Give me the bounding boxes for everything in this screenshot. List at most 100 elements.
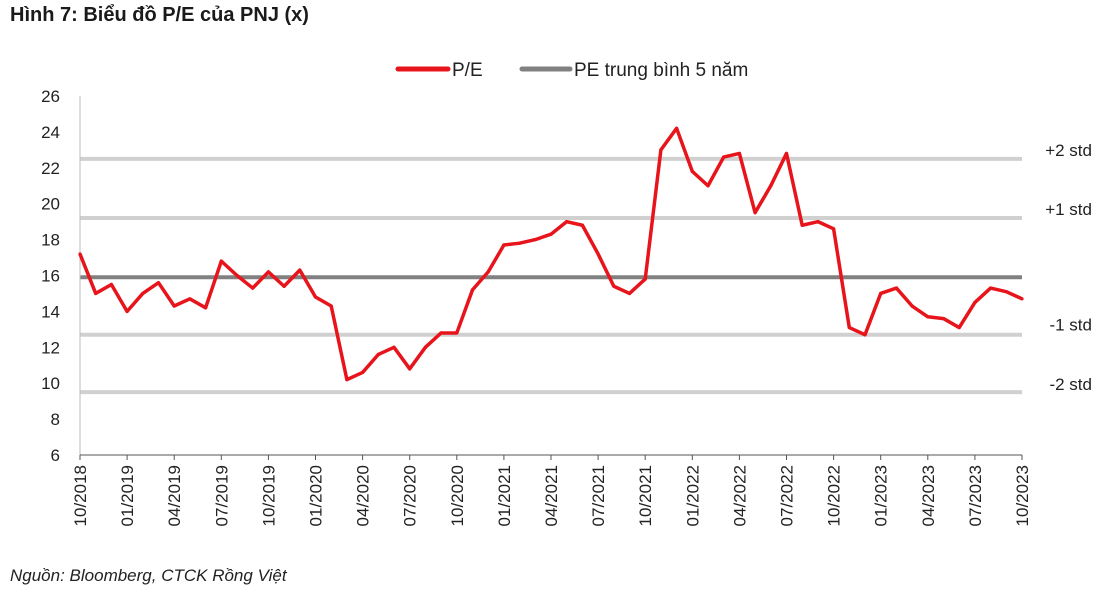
pe-data-point bbox=[408, 367, 412, 371]
x-tick-label: 07/2021 bbox=[589, 465, 608, 526]
pe-data-point bbox=[1004, 290, 1008, 294]
x-tick-label: 04/2019 bbox=[165, 465, 184, 526]
pe-data-point bbox=[549, 232, 553, 236]
x-tick-label: 07/2022 bbox=[778, 465, 797, 526]
pe-data-point bbox=[94, 291, 98, 296]
pe-data-point bbox=[784, 151, 789, 156]
pe-data-point bbox=[1020, 297, 1024, 301]
y-tick-label: 22 bbox=[41, 159, 60, 178]
x-tick-label: 01/2021 bbox=[495, 465, 514, 526]
x-tick-label: 04/2021 bbox=[542, 465, 561, 526]
pe-data-point bbox=[894, 286, 899, 290]
y-tick-label: 18 bbox=[41, 231, 60, 250]
pe-data-point bbox=[470, 288, 475, 292]
pe-data-point bbox=[109, 282, 113, 287]
y-tick-label: 6 bbox=[51, 446, 60, 465]
std-label: -1 std bbox=[1049, 316, 1092, 335]
x-tick-label: 07/2023 bbox=[966, 465, 985, 526]
pe-data-point bbox=[737, 151, 742, 156]
x-tick-label: 04/2020 bbox=[354, 465, 373, 526]
pe-data-point bbox=[392, 345, 396, 349]
x-tick-label: 10/2018 bbox=[71, 465, 90, 526]
x-tick-label: 10/2022 bbox=[825, 465, 844, 526]
x-tick-label: 07/2019 bbox=[212, 465, 231, 526]
pe-data-point bbox=[486, 270, 490, 274]
x-tick-label: 01/2019 bbox=[118, 465, 137, 526]
pe-data-point bbox=[439, 331, 443, 335]
pe-data-point bbox=[361, 370, 365, 375]
pe-data-point bbox=[298, 268, 302, 272]
pe-data-point bbox=[926, 315, 930, 319]
pe-data-point bbox=[423, 345, 427, 349]
chart-title: Hình 7: Biểu đồ P/E của PNJ (x) bbox=[10, 4, 309, 26]
y-tick-label: 20 bbox=[41, 195, 60, 214]
pe-data-point bbox=[675, 126, 679, 130]
pe-data-point bbox=[722, 155, 726, 159]
pe-data-point bbox=[172, 304, 176, 308]
pe-data-point bbox=[188, 297, 192, 301]
pe-series-line bbox=[78, 126, 1023, 382]
std-label: +2 std bbox=[1045, 141, 1092, 160]
pe-data-point bbox=[533, 238, 537, 242]
x-tick-label: 10/2023 bbox=[1013, 465, 1032, 526]
pe-data-point bbox=[769, 184, 773, 188]
x-tick-label: 04/2023 bbox=[919, 465, 938, 526]
y-tick-label: 10 bbox=[41, 374, 60, 393]
y-tick-label: 14 bbox=[41, 302, 60, 321]
pe-data-point bbox=[816, 220, 820, 224]
pe-data-point bbox=[219, 259, 223, 263]
pe-data-point bbox=[690, 169, 694, 173]
x-tick-label: 01/2023 bbox=[872, 465, 891, 526]
pe-data-point bbox=[329, 304, 333, 308]
pe-data-point bbox=[313, 295, 318, 299]
x-tick-label: 10/2021 bbox=[636, 465, 655, 526]
x-tick-label: 01/2020 bbox=[307, 465, 326, 526]
source-note: Nguồn: Bloomberg, CTCK Rồng Việt bbox=[10, 566, 287, 585]
x-tick-label: 10/2019 bbox=[259, 465, 278, 526]
pe-data-point bbox=[266, 270, 270, 274]
pe-data-point bbox=[518, 241, 522, 245]
y-tick-label: 26 bbox=[41, 87, 60, 106]
pe-data-point bbox=[941, 316, 946, 321]
pe-data-point bbox=[156, 281, 161, 285]
pe-data-point bbox=[282, 284, 286, 288]
pe-data-point bbox=[235, 273, 239, 278]
pe-data-point bbox=[251, 286, 255, 290]
pe-data-point bbox=[627, 291, 632, 296]
pe-data-point bbox=[125, 309, 129, 313]
x-tick-label: 07/2020 bbox=[401, 465, 420, 526]
pe-data-point bbox=[973, 300, 977, 305]
x-tick-label: 01/2022 bbox=[683, 465, 702, 526]
pe-data-point bbox=[455, 331, 459, 335]
pe-data-point bbox=[800, 223, 804, 227]
y-tick-label: 12 bbox=[41, 338, 60, 357]
pe-data-point bbox=[141, 291, 145, 296]
y-tick-label: 24 bbox=[41, 123, 60, 142]
legend-pe-label: P/E bbox=[452, 60, 483, 81]
pe-data-point bbox=[659, 148, 663, 152]
legend-avg-label: PE trung bình 5 năm bbox=[574, 60, 748, 81]
pe-data-point bbox=[863, 333, 867, 337]
pe-data-point bbox=[345, 378, 349, 382]
std-label: -2 std bbox=[1049, 375, 1092, 394]
y-tick-label: 8 bbox=[51, 410, 60, 429]
pe-data-point bbox=[989, 286, 993, 290]
pe-data-point bbox=[879, 291, 883, 296]
pe-data-point bbox=[957, 325, 961, 330]
pe-data-point bbox=[847, 325, 851, 330]
pe-data-point bbox=[565, 220, 569, 224]
pe-data-point bbox=[502, 243, 506, 247]
pe-data-point bbox=[596, 252, 600, 256]
pe-data-point bbox=[376, 352, 380, 357]
x-tick-label: 04/2022 bbox=[730, 465, 749, 526]
pe-data-point bbox=[832, 227, 836, 231]
x-tick-label: 10/2020 bbox=[448, 465, 467, 526]
pe-data-point bbox=[753, 211, 757, 215]
y-tick-label: 16 bbox=[41, 267, 60, 286]
pe-data-point bbox=[706, 184, 710, 188]
pe-data-point bbox=[580, 223, 585, 227]
pe-data-point bbox=[204, 306, 208, 310]
std-label: +1 std bbox=[1045, 200, 1092, 219]
pe-data-point bbox=[78, 252, 82, 256]
